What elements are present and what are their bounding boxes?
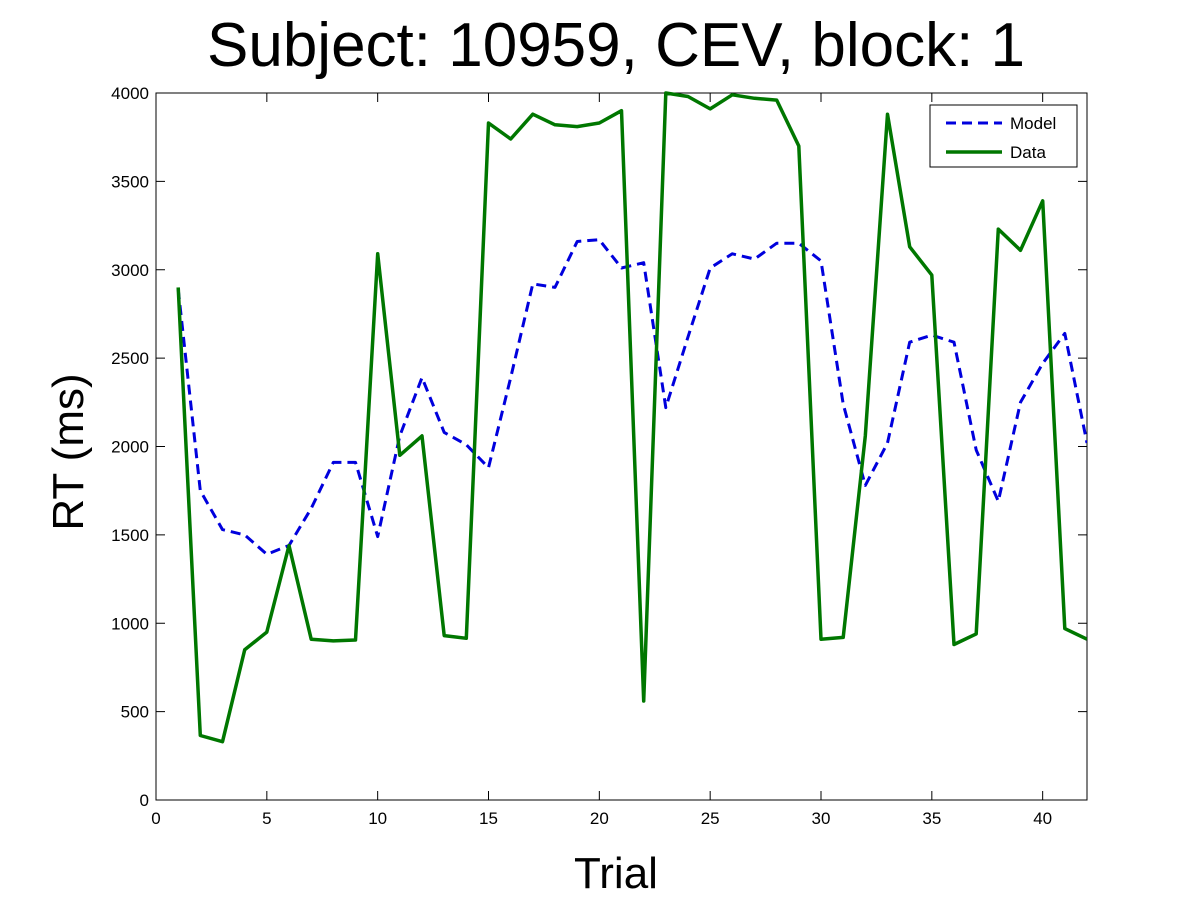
legend: Model Data — [929, 104, 1078, 168]
y-tick-label: 3500 — [111, 172, 149, 191]
x-tick-label: 30 — [812, 809, 831, 828]
y-tick-label: 500 — [121, 703, 149, 722]
legend-label-model: Model — [1010, 114, 1056, 133]
series-line-data — [176, 91, 1087, 744]
x-tick-label: 0 — [151, 809, 160, 828]
y-tick-label: 3000 — [111, 261, 149, 280]
chart-title: Subject: 10959, CEV, block: 1 — [207, 11, 1025, 80]
legend-label-data: Data — [1010, 143, 1046, 162]
x-tick-label: 25 — [701, 809, 720, 828]
x-tick-label: 10 — [368, 809, 387, 828]
x-tick-label: 35 — [922, 809, 941, 828]
x-axis-label: Trial — [574, 849, 658, 898]
y-tick-label: 1000 — [111, 614, 149, 633]
y-axis-label: RT (ms) — [44, 373, 93, 530]
plot-frame — [155, 92, 1088, 801]
y-tick-label: 2500 — [111, 349, 149, 368]
y-tick-label: 1500 — [111, 526, 149, 545]
y-tick-label: 0 — [140, 791, 149, 810]
x-tick-label: 15 — [479, 809, 498, 828]
x-tick-label: 40 — [1033, 809, 1052, 828]
x-tick-label: 20 — [590, 809, 609, 828]
y-tick-label: 4000 — [111, 84, 149, 103]
y-tick-label: 2000 — [111, 438, 149, 457]
x-tick-label: 5 — [262, 809, 271, 828]
legend-box — [929, 104, 1078, 168]
